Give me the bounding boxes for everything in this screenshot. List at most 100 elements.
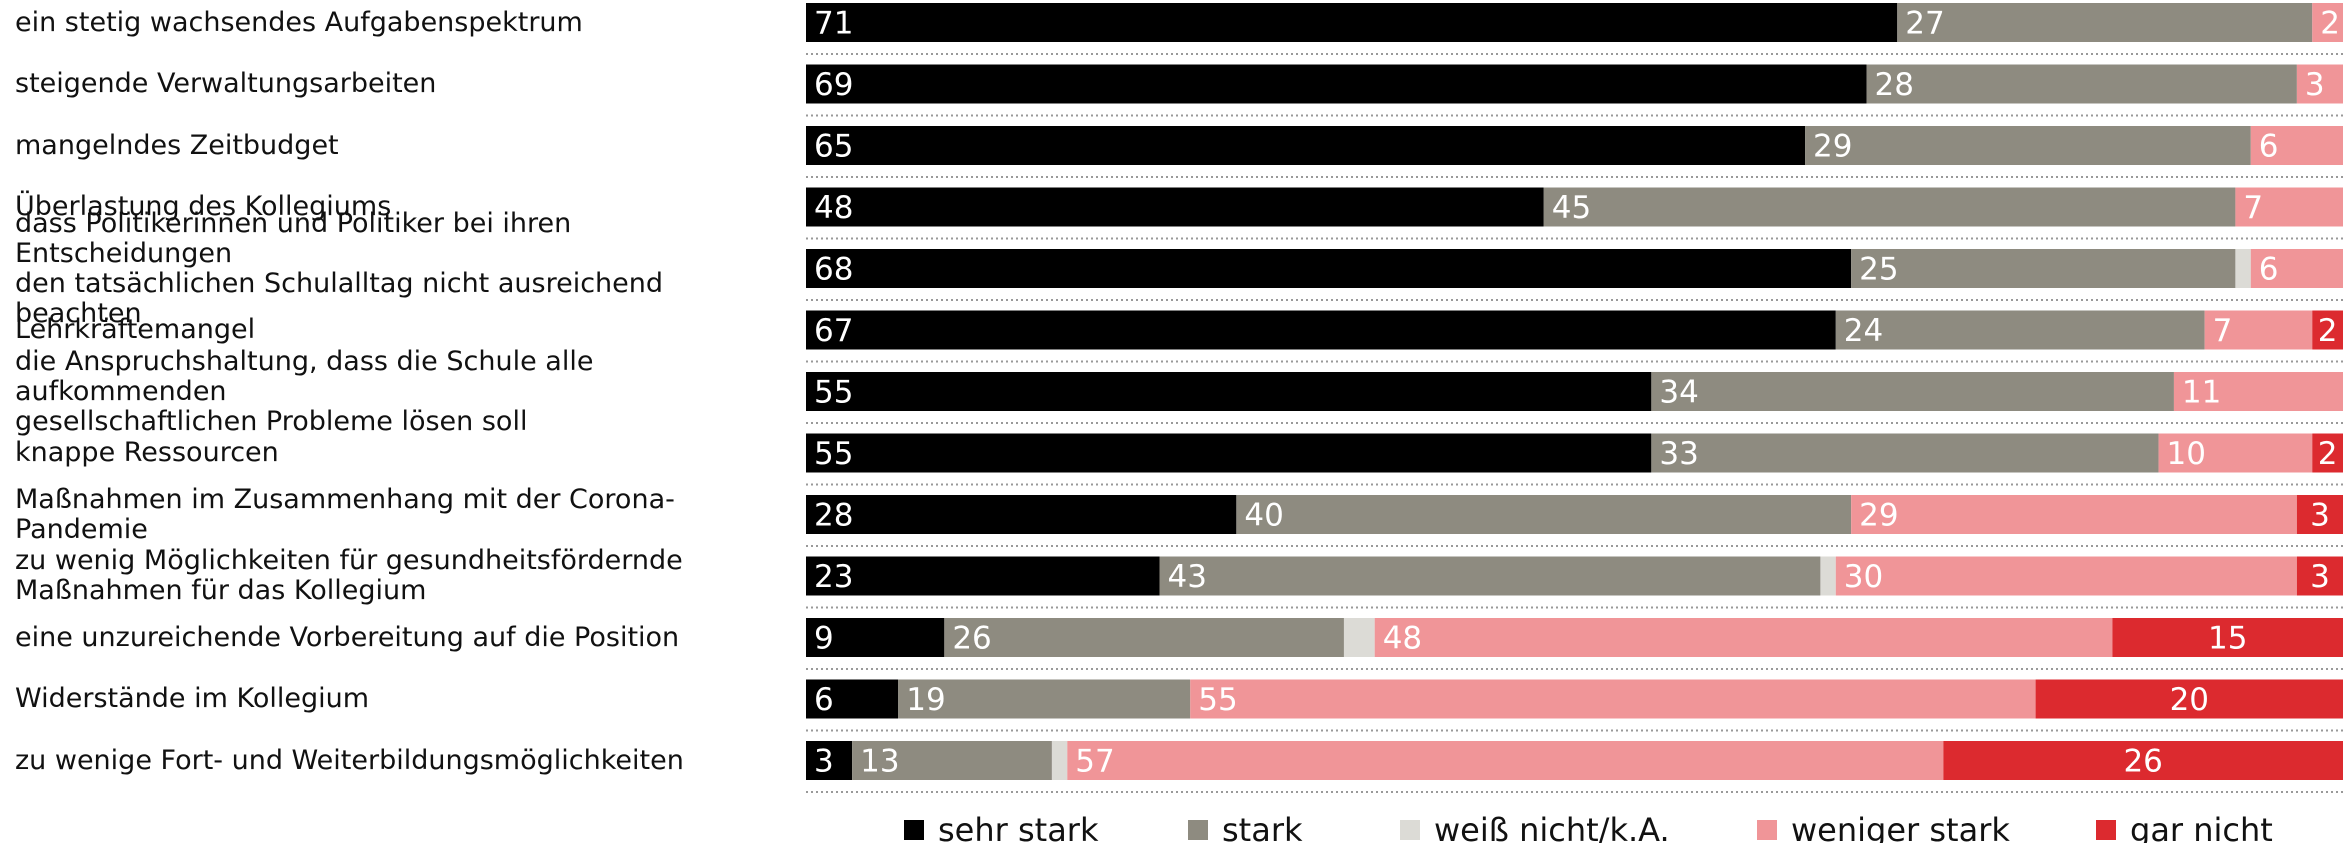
data-label: 67 xyxy=(814,313,853,349)
data-label: 55 xyxy=(814,436,853,472)
bar-segment xyxy=(1943,741,2343,780)
data-label: 71 xyxy=(814,6,853,42)
data-label: 24 xyxy=(1844,313,1883,349)
bar-segment xyxy=(2158,433,2313,473)
bar-segment xyxy=(2296,64,2343,104)
legend-label: weiß nicht/k.A. xyxy=(1434,811,1670,843)
bar-segment xyxy=(1543,187,2236,227)
data-label: 7 xyxy=(2213,313,2233,349)
data-label: 43 xyxy=(1168,559,1207,595)
data-label: 33 xyxy=(1659,436,1698,472)
data-label: 3 xyxy=(2310,498,2330,534)
data-label: 65 xyxy=(814,129,853,165)
legend-swatch xyxy=(1757,820,1777,840)
data-label: 26 xyxy=(2123,744,2162,780)
data-label: 30 xyxy=(1844,559,1883,595)
bar-segment xyxy=(1651,433,2159,473)
bar-segment xyxy=(1343,618,1375,657)
data-label: 7 xyxy=(2243,190,2263,226)
bar-segment xyxy=(2312,433,2343,473)
category-label: die Anspruchshaltung, dass die Schule al… xyxy=(15,345,594,437)
bar-segment xyxy=(2204,310,2313,350)
data-label: 6 xyxy=(2259,252,2279,288)
data-label: 15 xyxy=(2208,621,2247,657)
data-label: 26 xyxy=(952,621,991,657)
data-label: 19 xyxy=(906,682,945,718)
bar-segment xyxy=(2173,372,2343,411)
legend-swatch xyxy=(2096,820,2116,840)
bar-segment xyxy=(806,556,1160,596)
data-label: 3 xyxy=(2305,67,2325,103)
category-label: eine unzureichende Vorbereitung auf die … xyxy=(15,621,680,653)
bar-segment xyxy=(806,372,1652,411)
data-label: 68 xyxy=(814,252,853,288)
category-label: zu wenig Möglichkeiten für gesundheitsfö… xyxy=(15,545,683,606)
bar-segment xyxy=(1835,310,2205,350)
category-label: Lehrkräftemangel xyxy=(15,314,256,345)
data-label: 57 xyxy=(1075,744,1114,780)
bar-segment xyxy=(1374,618,2113,657)
bar-segment xyxy=(2035,679,2343,719)
bar-segment xyxy=(806,3,1898,42)
bar-segment xyxy=(1805,126,2251,165)
data-label: 2 xyxy=(2320,6,2340,42)
bar-segment xyxy=(806,126,1806,165)
category-label: dass Politikerinnen und Politiker bei ih… xyxy=(15,207,664,329)
data-label: 3 xyxy=(814,744,834,780)
data-label: 10 xyxy=(2167,436,2206,472)
category-label: steigende Verwaltungsarbeiten xyxy=(15,68,437,99)
category-label: Maßnahmen im Zusammenhang mit der Corona… xyxy=(15,483,675,545)
category-label: Überlastung des Kollegiums xyxy=(15,191,392,222)
bar-segment xyxy=(2112,618,2343,657)
bar-segment xyxy=(1851,249,2236,288)
legend-label: sehr stark xyxy=(938,811,1099,843)
data-label: 55 xyxy=(1198,682,1237,718)
bar-segment xyxy=(1897,3,2313,42)
bar-segment xyxy=(852,741,1052,780)
data-label: 9 xyxy=(814,621,834,657)
bar-segment xyxy=(1820,556,1836,596)
bar-segment xyxy=(806,495,1237,534)
category-label: knappe Ressourcen xyxy=(15,437,279,468)
bar-segment xyxy=(2312,310,2343,350)
data-label: 6 xyxy=(814,682,834,718)
bar-segment xyxy=(1866,64,2297,104)
bar-segment xyxy=(898,679,1191,719)
bar-segment xyxy=(1190,679,2036,719)
bar-segment xyxy=(2250,249,2343,288)
bar-segment xyxy=(1236,495,1852,534)
bar-segment xyxy=(2235,187,2343,227)
bar-segment xyxy=(806,741,853,780)
data-label: 2 xyxy=(2318,313,2338,349)
bar-segment xyxy=(2235,249,2251,288)
data-label: 6 xyxy=(2259,129,2279,165)
legend-swatch xyxy=(1400,820,1420,840)
data-label: 28 xyxy=(1875,67,1914,103)
data-label: 69 xyxy=(814,67,853,103)
legend-label: weniger stark xyxy=(1791,811,2010,843)
data-label: 11 xyxy=(2182,375,2221,411)
legend-label: gar nicht xyxy=(2130,811,2273,843)
bar-segment xyxy=(2312,3,2343,42)
data-label: 20 xyxy=(2170,682,2209,718)
data-label: 45 xyxy=(1552,190,1591,226)
bar-segment xyxy=(806,310,1836,350)
bar-segment xyxy=(806,187,1544,227)
data-label: 34 xyxy=(1659,375,1698,411)
data-label: 48 xyxy=(814,190,853,226)
legend-swatch xyxy=(904,820,924,840)
data-label: 23 xyxy=(814,559,853,595)
bar-segment xyxy=(1067,741,1944,780)
bar-segment xyxy=(2250,126,2343,165)
data-label: 3 xyxy=(2310,559,2330,595)
data-label: 29 xyxy=(1813,129,1852,165)
bar-segment xyxy=(1835,556,2297,596)
legend-label: stark xyxy=(1222,811,1303,843)
bar-segment xyxy=(1051,741,1068,780)
data-label: 25 xyxy=(1859,252,1898,288)
bar-segment xyxy=(806,618,945,657)
bar-segment xyxy=(806,64,1867,104)
bar-segment xyxy=(1651,372,2174,411)
